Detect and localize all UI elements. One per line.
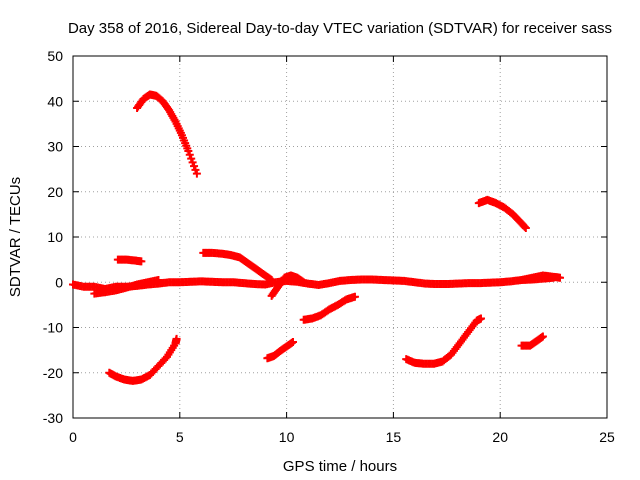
series-arc-8 <box>402 314 485 368</box>
x-tick-label: 0 <box>69 429 77 445</box>
data-point <box>520 222 529 231</box>
data-point <box>289 337 298 346</box>
data-point <box>172 334 181 343</box>
series-arc-6 <box>263 337 298 363</box>
y-tick-label: -10 <box>43 320 63 336</box>
series-arc-4 <box>199 248 276 284</box>
data-point <box>521 223 530 232</box>
y-tick-label: -30 <box>43 410 63 426</box>
y-tick-label: 40 <box>47 93 63 109</box>
y-axis-label: SDTVAR / TECUs <box>7 177 24 297</box>
series-arc-3 <box>113 255 146 266</box>
series-baseline-c <box>267 271 308 300</box>
y-tick-label: -20 <box>43 365 63 381</box>
data-point <box>192 169 201 178</box>
series-arc-1 <box>133 90 201 178</box>
data-point <box>476 314 485 323</box>
data-point <box>299 278 308 287</box>
series-arc-5 <box>105 334 181 385</box>
series-baseline-d <box>517 271 565 284</box>
y-tick-label: 10 <box>47 229 63 245</box>
data-point <box>154 275 163 284</box>
chart-title: Day 358 of 2016, Sidereal Day-to-day VTE… <box>68 20 612 37</box>
x-tick-label: 5 <box>176 429 184 445</box>
series-arc-2 <box>474 195 530 232</box>
data-point <box>187 154 196 163</box>
series-arc-9 <box>517 332 547 350</box>
data-point <box>137 257 146 266</box>
data-point <box>184 147 193 156</box>
grid <box>73 56 607 418</box>
x-tick-label: 15 <box>386 429 402 445</box>
data-point <box>190 162 199 171</box>
data-point <box>185 150 194 159</box>
data-point <box>191 165 200 174</box>
y-tick-label: 50 <box>47 48 63 64</box>
y-tick-label: 0 <box>55 274 63 290</box>
series-baseline-b <box>90 275 163 298</box>
x-tick-label: 25 <box>599 429 615 445</box>
series-arc-7 <box>299 292 359 324</box>
data-point <box>188 158 197 167</box>
data-points <box>69 90 565 385</box>
x-axis-label: GPS time / hours <box>283 458 397 475</box>
data-point <box>538 332 547 341</box>
data-point <box>556 273 565 282</box>
x-tick-label: 20 <box>492 429 508 445</box>
y-tick-label: 30 <box>47 139 63 155</box>
y-tick-label: 20 <box>47 184 63 200</box>
axis-ticks: 0 5 10 15 20 25 -30 -20 -10 0 10 20 30 40 50 <box>43 48 615 445</box>
data-point <box>350 292 359 301</box>
x-tick-label: 10 <box>279 429 295 445</box>
